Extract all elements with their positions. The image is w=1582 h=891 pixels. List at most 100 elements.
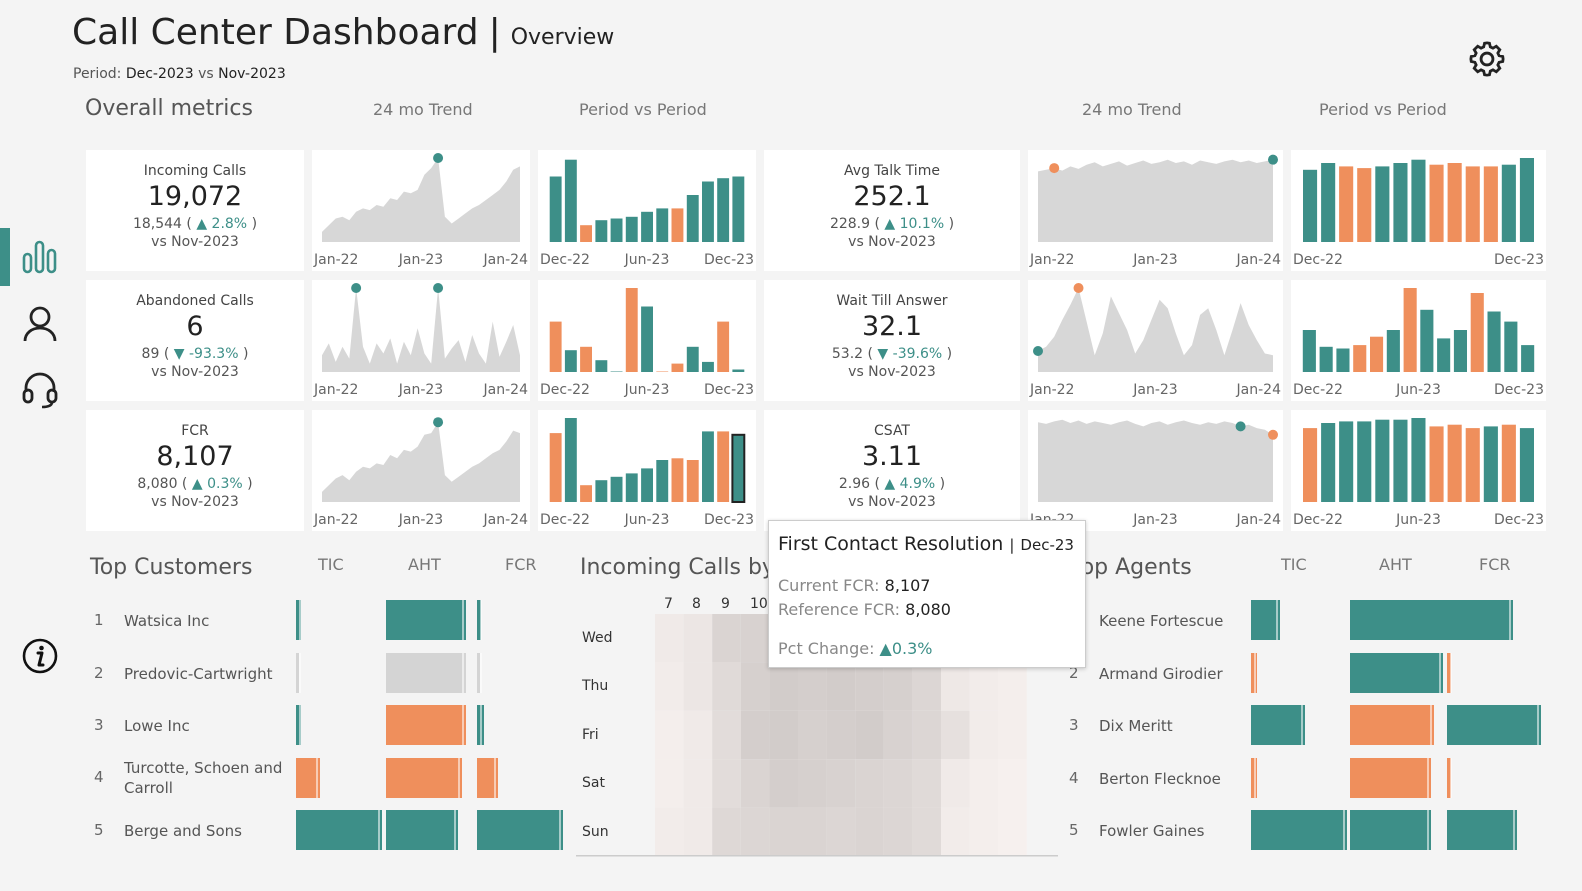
period-bar[interactable]	[671, 458, 684, 502]
period-bar[interactable]	[1370, 336, 1384, 372]
period-bar[interactable]	[1447, 424, 1462, 502]
heatmap-cell[interactable]	[941, 807, 970, 856]
period-bar[interactable]	[1519, 158, 1534, 242]
aht-bar[interactable]	[1350, 705, 1434, 745]
period-bar[interactable]	[1519, 428, 1534, 502]
area-chart[interactable]: Jan-22 Jan-23 Jan-24	[312, 280, 530, 401]
period-bar[interactable]	[625, 216, 638, 242]
heatmap-cell[interactable]	[798, 759, 827, 808]
period-bar[interactable]	[1339, 421, 1354, 502]
period-bar[interactable]	[717, 431, 730, 502]
heatmap-cell[interactable]	[883, 662, 913, 711]
period-bar[interactable]	[1321, 423, 1336, 502]
heatmap-cell[interactable]	[655, 807, 684, 856]
heatmap-cell[interactable]	[855, 710, 884, 760]
table-row[interactable]: 5 Berge and Sons	[94, 810, 563, 850]
period-bar[interactable]	[1393, 419, 1408, 502]
period-bar[interactable]	[1411, 159, 1426, 242]
tic-bar[interactable]	[1251, 810, 1347, 850]
bar-chart[interactable]: Dec-22 Jun-23 Dec-23	[1291, 280, 1546, 401]
heatmap-cell[interactable]	[798, 662, 827, 711]
period-bar[interactable]	[1501, 164, 1516, 242]
heatmap-cell[interactable]	[683, 710, 713, 760]
table-row[interactable]: 5 Fowler Gaines	[1069, 810, 1541, 850]
kpi-card[interactable]: Avg Talk Time 252.1 228.9 ( ▲ 10.1% ) vs No…	[764, 150, 1020, 271]
period-bar[interactable]	[1447, 163, 1462, 242]
period-bar[interactable]	[610, 218, 623, 243]
tic-bar[interactable]	[296, 652, 299, 693]
heatmap-cell[interactable]	[941, 710, 970, 760]
period-bar[interactable]	[580, 225, 592, 242]
period-bar[interactable]	[1483, 166, 1498, 242]
heatmap-cell[interactable]	[826, 710, 856, 760]
fcr-bar[interactable]	[1447, 652, 1451, 693]
trend-marker[interactable]	[1235, 421, 1246, 432]
period-bar[interactable]	[1437, 338, 1451, 372]
kpi-card[interactable]: FCR 8,107 8,080 ( ▲ 0.3% ) vs Nov-2023	[86, 410, 304, 531]
fcr-bar[interactable]	[477, 652, 480, 693]
period-bar[interactable]	[1521, 345, 1535, 372]
heatmap-cell[interactable]	[740, 614, 770, 663]
period-bar[interactable]	[671, 208, 684, 242]
period-bar[interactable]	[1336, 348, 1350, 373]
period-bar[interactable]	[1420, 309, 1434, 372]
kpi-card[interactable]: CSAT 3.11 2.96 ( ▲ 4.9% ) vs Nov-2023	[764, 410, 1020, 531]
period-bar[interactable]	[1429, 426, 1444, 502]
area-chart[interactable]: Jan-22 Jan-23 Jan-24	[1028, 150, 1283, 271]
heatmap-cell[interactable]	[826, 662, 856, 711]
trend-marker[interactable]	[1073, 283, 1084, 293]
heatmap-cell[interactable]	[740, 759, 770, 808]
bar-chart[interactable]: Dec-22 Jun-23 Dec-23	[538, 150, 756, 271]
aht-bar[interactable]	[386, 810, 458, 850]
period-bar[interactable]	[549, 321, 562, 372]
aht-bar[interactable]	[1350, 810, 1432, 850]
heatmap-cell[interactable]	[655, 710, 684, 760]
heatmap-cell[interactable]	[969, 807, 999, 856]
aht-bar[interactable]	[1350, 757, 1432, 798]
period-bar[interactable]	[1453, 330, 1467, 372]
tic-bar[interactable]	[296, 810, 382, 850]
heatmap-cell[interactable]	[683, 614, 713, 663]
heatmap-cell[interactable]	[655, 662, 684, 711]
heatmap-cell[interactable]	[855, 759, 884, 808]
bar-chart[interactable]: Dec-22 Dec-23	[1291, 150, 1546, 271]
table-row[interactable]: 4 Berton Flecknoe	[1069, 757, 1541, 798]
period-bar[interactable]	[610, 476, 623, 502]
period-bar[interactable]	[1375, 166, 1390, 242]
period-bar[interactable]	[1483, 426, 1498, 502]
period-bar[interactable]	[1339, 166, 1354, 242]
kpi-card[interactable]: Wait Till Answer 32.1 53.2 ( ▼ -39.6% ) vs …	[764, 280, 1020, 401]
period-bar[interactable]	[702, 431, 714, 502]
period-bar[interactable]	[1465, 428, 1480, 502]
period-bar[interactable]	[1302, 330, 1316, 372]
heatmap-cell[interactable]	[740, 662, 770, 711]
fcr-bar[interactable]	[477, 810, 563, 850]
heatmap-cell[interactable]	[712, 759, 741, 808]
period-bar[interactable]	[1501, 424, 1516, 502]
period-bar[interactable]	[549, 176, 562, 243]
period-bar[interactable]	[1357, 168, 1372, 242]
heatmap-cell[interactable]	[740, 710, 770, 760]
period-bar[interactable]	[656, 371, 669, 373]
headset-icon[interactable]	[21, 370, 59, 414]
period-bar[interactable]	[595, 220, 608, 242]
period-bar[interactable]	[625, 288, 638, 372]
heatmap-cell[interactable]	[998, 807, 1027, 856]
heatmap-cell[interactable]	[712, 662, 741, 711]
kpi-card[interactable]: Abandoned Calls 6 89 ( ▼ -93.3% ) vs Nov-20…	[86, 280, 304, 401]
period-bar[interactable]	[564, 418, 577, 502]
area-chart[interactable]: Jan-22 Jan-23 Jan-24	[312, 150, 530, 271]
heatmap-cell[interactable]	[883, 710, 913, 760]
heatmap-cell[interactable]	[712, 710, 741, 760]
bar-chart[interactable]: Dec-22 Jun-23 Dec-23	[538, 410, 756, 531]
tic-bar[interactable]	[1251, 600, 1280, 640]
period-bar[interactable]	[686, 346, 699, 372]
heatmap-cell[interactable]	[998, 759, 1027, 808]
period-bar[interactable]	[656, 460, 669, 502]
heatmap-cell[interactable]	[912, 710, 941, 760]
period-bar[interactable]	[641, 306, 653, 373]
info-icon[interactable]	[22, 638, 58, 678]
period-bar[interactable]	[610, 371, 623, 373]
tic-bar[interactable]	[1251, 652, 1257, 693]
trend-marker[interactable]	[1033, 346, 1043, 356]
